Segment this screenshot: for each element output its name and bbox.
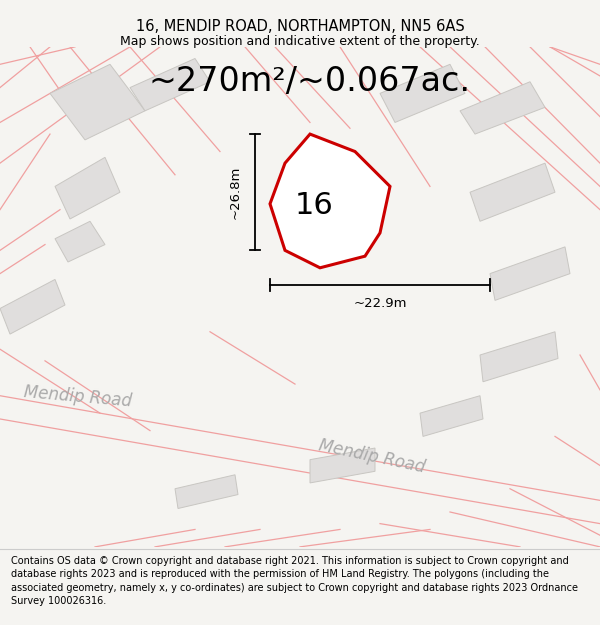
Polygon shape [55,158,120,219]
Polygon shape [420,396,483,436]
Text: 16: 16 [295,191,333,219]
Polygon shape [310,448,375,483]
Polygon shape [175,475,238,509]
Polygon shape [470,163,555,221]
Polygon shape [0,279,65,334]
Polygon shape [490,247,570,301]
Polygon shape [480,332,558,382]
Text: ~26.8m: ~26.8m [229,166,241,219]
Text: Mendip Road: Mendip Road [317,437,427,477]
Text: 16, MENDIP ROAD, NORTHAMPTON, NN5 6AS: 16, MENDIP ROAD, NORTHAMPTON, NN5 6AS [136,19,464,34]
Text: Contains OS data © Crown copyright and database right 2021. This information is : Contains OS data © Crown copyright and d… [11,556,578,606]
Polygon shape [130,59,210,111]
Polygon shape [460,82,545,134]
Polygon shape [380,64,465,122]
Polygon shape [55,221,105,262]
Polygon shape [270,134,390,268]
Text: Mendip Road: Mendip Road [23,383,133,411]
Text: Map shows position and indicative extent of the property.: Map shows position and indicative extent… [120,35,480,48]
Text: ~270m²/~0.067ac.: ~270m²/~0.067ac. [149,65,471,98]
Text: ~22.9m: ~22.9m [353,298,407,311]
Polygon shape [50,64,145,140]
